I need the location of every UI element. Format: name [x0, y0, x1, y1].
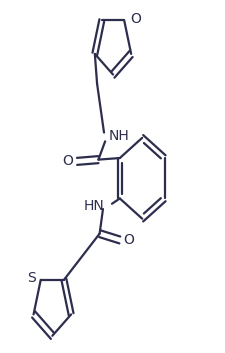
Text: O: O [129, 12, 140, 26]
Text: HN: HN [83, 198, 104, 213]
Text: O: O [62, 154, 73, 168]
Text: O: O [123, 233, 133, 247]
Text: NH: NH [108, 129, 129, 143]
Text: S: S [27, 271, 36, 285]
